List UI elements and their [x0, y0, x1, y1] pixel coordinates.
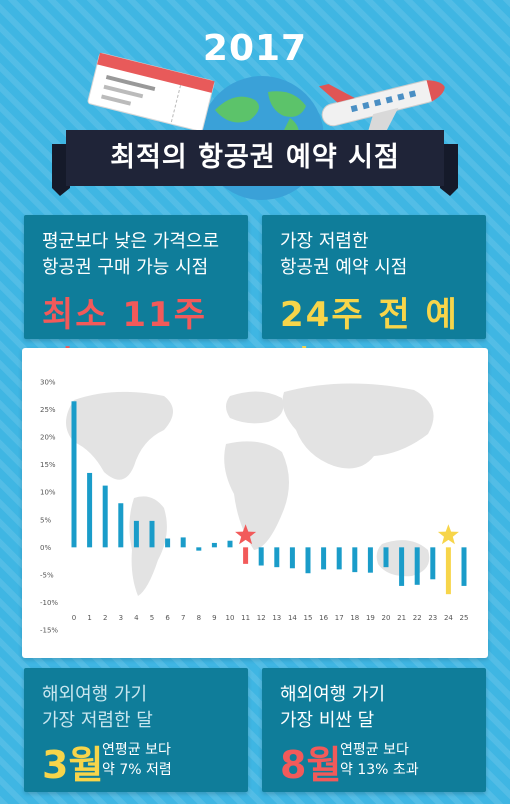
- x-tick-label: 5: [150, 614, 154, 622]
- x-tick-label: 8: [197, 614, 201, 622]
- airplane-ticket-icon: [87, 52, 215, 132]
- card-line: 항공권 구매 가능 시점: [42, 257, 209, 278]
- card-line: 해외여행 가기: [42, 684, 148, 705]
- bar-week-23: [430, 547, 436, 580]
- bar-week-6: [165, 538, 171, 548]
- x-tick-label: 17: [335, 614, 344, 622]
- cheaper-booking-card: 평균보다 낮은 가격으로 항공권 구매 가능 시점 최소 11주 전: [24, 215, 248, 384]
- bar-week-22: [414, 547, 420, 585]
- card-line: 가장 저렴한: [280, 231, 369, 252]
- x-tick-label: 0: [72, 614, 76, 622]
- year-heading: 2017: [202, 28, 308, 69]
- star-icon: [235, 524, 257, 545]
- bar-week-19: [367, 547, 373, 573]
- y-tick-label: 5%: [40, 516, 51, 524]
- bar-week-8: [196, 547, 202, 551]
- x-tick-label: 18: [350, 614, 359, 622]
- bar-week-2: [102, 485, 108, 548]
- cheapest-month-card: 해외여행 가기 가장 저렴한 달 3월 연평균 보다 약 7% 저렴: [24, 668, 248, 792]
- bar-week-20: [383, 547, 389, 568]
- y-tick-label: -5%: [40, 571, 54, 579]
- y-tick-label: 0%: [40, 544, 51, 552]
- y-tick-label: 15%: [40, 461, 56, 469]
- star-icon: [437, 524, 459, 545]
- y-tick-label: 20%: [40, 434, 56, 442]
- bar-week-5: [149, 520, 155, 548]
- bar-week-14: [289, 547, 295, 569]
- bar-week-1: [87, 472, 93, 548]
- x-tick-label: 1: [87, 614, 91, 622]
- title-banner: 최적의 항공권 예약 시점: [66, 130, 444, 186]
- x-tick-label: 3: [119, 614, 123, 622]
- cheapest-month: 3월: [42, 743, 104, 787]
- y-tick-label: 25%: [40, 406, 56, 414]
- month-note: 연평균 보다: [102, 742, 171, 758]
- bar-week-12: [258, 547, 264, 566]
- bar-week-9: [211, 542, 217, 548]
- card-line: 항공권 예약 시점: [280, 257, 408, 278]
- card-line: 가장 비싼 달: [280, 710, 375, 731]
- bar-week-21: [399, 547, 405, 586]
- bar-week-3: [118, 503, 124, 548]
- x-tick-label: 7: [181, 614, 185, 622]
- x-tick-label: 10: [226, 614, 235, 622]
- bar-week-13: [274, 547, 280, 568]
- bar-week-24: [445, 547, 451, 595]
- x-tick-label: 6: [165, 614, 170, 622]
- x-tick-label: 16: [319, 614, 328, 622]
- card-line: 해외여행 가기: [280, 684, 386, 705]
- world-map-backdrop: [66, 383, 434, 596]
- y-tick-label: 10%: [40, 489, 56, 497]
- x-tick-label: 19: [366, 614, 375, 622]
- x-tick-label: 22: [413, 614, 422, 622]
- x-tick-label: 14: [288, 614, 297, 622]
- month-note: 연평균 보다: [340, 742, 409, 758]
- month-note: 약 13% 초과: [340, 762, 419, 778]
- bar-week-10: [227, 540, 233, 548]
- x-tick-label: 20: [382, 614, 391, 622]
- expensive-month-card: 해외여행 가기 가장 비싼 달 8월 연평균 보다 약 13% 초과: [262, 668, 486, 792]
- y-tick-label: -15%: [40, 627, 58, 635]
- bar-week-15: [305, 547, 311, 574]
- y-tick-label: -10%: [40, 599, 58, 607]
- x-tick-label: 12: [257, 614, 266, 622]
- cheapest-booking-card: 가장 저렴한 항공권 예약 시점 24주 전 예약: [262, 215, 486, 384]
- x-tick-label: 4: [134, 614, 139, 622]
- bar-week-25: [461, 547, 467, 586]
- x-tick-label: 21: [397, 614, 406, 622]
- month-note: 약 7% 저렴: [102, 762, 172, 778]
- bar-week-18: [352, 547, 358, 573]
- x-tick-label: 15: [304, 614, 313, 622]
- y-tick-label: 30%: [40, 379, 56, 387]
- x-tick-label: 9: [212, 614, 216, 622]
- x-tick-label: 23: [428, 614, 437, 622]
- x-tick-label: 25: [460, 614, 469, 622]
- bar-week-7: [180, 537, 186, 548]
- card-line: 가장 저렴한 달: [42, 710, 153, 731]
- x-tick-label: 2: [103, 614, 107, 622]
- bar-week-11: [243, 547, 249, 564]
- x-tick-label: 13: [272, 614, 281, 622]
- x-tick-label: 11: [241, 614, 250, 622]
- bar-week-0: [71, 401, 77, 548]
- card-line: 평균보다 낮은 가격으로: [42, 231, 220, 252]
- bar-week-4: [133, 520, 139, 548]
- bar-week-17: [336, 547, 342, 570]
- bar-week-16: [321, 547, 327, 570]
- expensive-month: 8월: [280, 743, 342, 787]
- x-tick-label: 24: [444, 614, 453, 622]
